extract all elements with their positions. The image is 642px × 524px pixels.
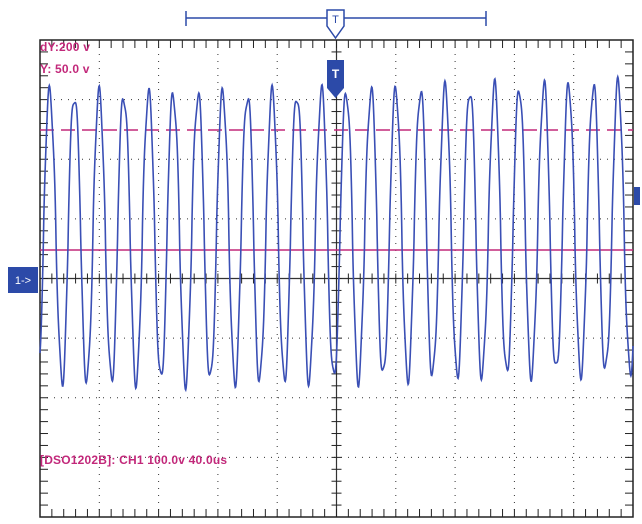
channel-1-marker-icon[interactable]: 1-> [8,267,38,293]
svg-text:T: T [332,67,340,81]
status-bar-text: [DSO1202B]: CH1 100.0v 40.0us [40,453,228,467]
waveform-trace [39,74,634,393]
trigger-marker-icon[interactable]: T [327,60,344,98]
trigger-position-bracket-icon[interactable]: T [185,9,487,40]
svg-text:T: T [332,14,339,26]
cursor-y-readout: Y: 50.0 v [40,62,90,76]
right-edge-marker [634,187,640,205]
svg-text:1->: 1-> [15,275,31,287]
graticule-ticks [39,39,634,518]
cursor-delta-readout: dY:200 v [40,40,91,54]
